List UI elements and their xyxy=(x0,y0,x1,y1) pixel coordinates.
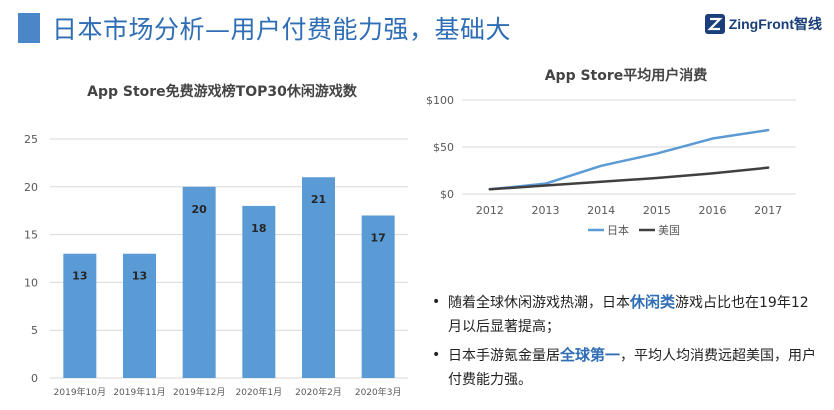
bar-data-label: 21 xyxy=(311,193,326,206)
line-x-tick-label: 2016 xyxy=(699,204,727,217)
line-series xyxy=(488,128,770,191)
line-x-tick-label: 2015 xyxy=(643,204,671,217)
line-chart-title: App Store平均用户消费 xyxy=(545,67,708,84)
legend-label: 美国 xyxy=(658,224,680,237)
bar xyxy=(302,177,335,378)
bullet-list: • 随着全球休闲游戏热潮，日本休闲类游戏占比也在19年12月以后显著提高； • … xyxy=(432,290,822,396)
bar xyxy=(63,253,97,378)
page-title: 日本市场分析—用户付费能力强，基础大 xyxy=(52,15,512,44)
bar-x-tick-label: 2020年2月 xyxy=(295,386,342,398)
bar-y-tick-label: 25 xyxy=(24,133,38,146)
bar-x-tick-label: 2019年10月 xyxy=(54,386,106,398)
line-y-tick-label: $50 xyxy=(433,141,454,154)
bullet-dot: • xyxy=(432,294,441,310)
line-chart: App Store平均用户消费 $0 $50 $100 2012 2013 2014 201… xyxy=(426,67,796,237)
bar-x-tick-label: 2020年1月 xyxy=(236,386,283,398)
bullet-dot: • xyxy=(432,347,441,363)
line-x-tick-label: 2014 xyxy=(587,204,615,217)
bar-x-tick-label: 2019年11月 xyxy=(113,386,165,398)
logo: ZingFront智线 xyxy=(704,14,822,34)
title-accent-square xyxy=(18,13,40,43)
bar xyxy=(123,253,156,378)
bar-x-tick-label: 2019年12月 xyxy=(173,386,225,398)
line-x-tick-label: 2017 xyxy=(754,204,782,217)
legend-label: 日本 xyxy=(607,223,629,237)
bullet-text: 游戏占比也在19年12月以后显著提高； xyxy=(448,295,809,335)
bar-chart: App Store免费游戏榜TOP30休闲游戏数 051015202513201… xyxy=(24,83,408,398)
bullet-text: 日本手游氪金量居 xyxy=(448,348,560,364)
title-bar: 日本市场分析—用户付费能力强，基础大 xyxy=(18,8,511,48)
line-x-tick-label: 2013 xyxy=(532,204,560,217)
bullet-item-1: • 随着全球休闲游戏热潮，日本休闲类游戏占比也在19年12月以后显著提高； xyxy=(432,290,822,339)
line-series xyxy=(488,166,770,191)
bar-data-label: 20 xyxy=(192,203,208,216)
bar-y-tick-label: 20 xyxy=(24,181,38,194)
bullet-highlight: 休闲类 xyxy=(630,293,676,311)
bullet-text: ，平均人均消费远超美国，用户付费能力强。 xyxy=(448,348,817,388)
bar-data-label: 13 xyxy=(132,270,147,283)
bullet-highlight: 全球第一 xyxy=(560,346,621,364)
bar-y-tick-label: 5 xyxy=(31,324,38,337)
line-x-tick-label: 2012 xyxy=(476,204,504,217)
bar-data-label: 13 xyxy=(72,270,87,283)
zingfront-logo-icon xyxy=(704,14,725,34)
bar-y-tick-label: 10 xyxy=(24,276,38,289)
logo-text: ZingFront智线 xyxy=(728,16,822,32)
bullet-item-2: • 日本手游氪金量居全球第一，平均人均消费远超美国，用户付费能力强。 xyxy=(432,343,822,392)
bar-data-label: 18 xyxy=(251,222,266,235)
bar-x-tick-label: 2020年3月 xyxy=(355,386,402,398)
bar xyxy=(242,205,276,378)
bar-data-label: 17 xyxy=(371,231,386,244)
bar-y-tick-label: 15 xyxy=(24,229,38,242)
line-y-tick-label: $0 xyxy=(440,188,454,201)
bar xyxy=(182,186,216,378)
line-y-tick-label: $100 xyxy=(426,94,454,107)
bar xyxy=(361,215,395,378)
bullet-text: 随着全球休闲游戏热潮，日本 xyxy=(448,295,630,311)
bar-chart-title: App Store免费游戏榜TOP30休闲游戏数 xyxy=(87,83,358,100)
bar-y-tick-label: 0 xyxy=(31,372,38,385)
